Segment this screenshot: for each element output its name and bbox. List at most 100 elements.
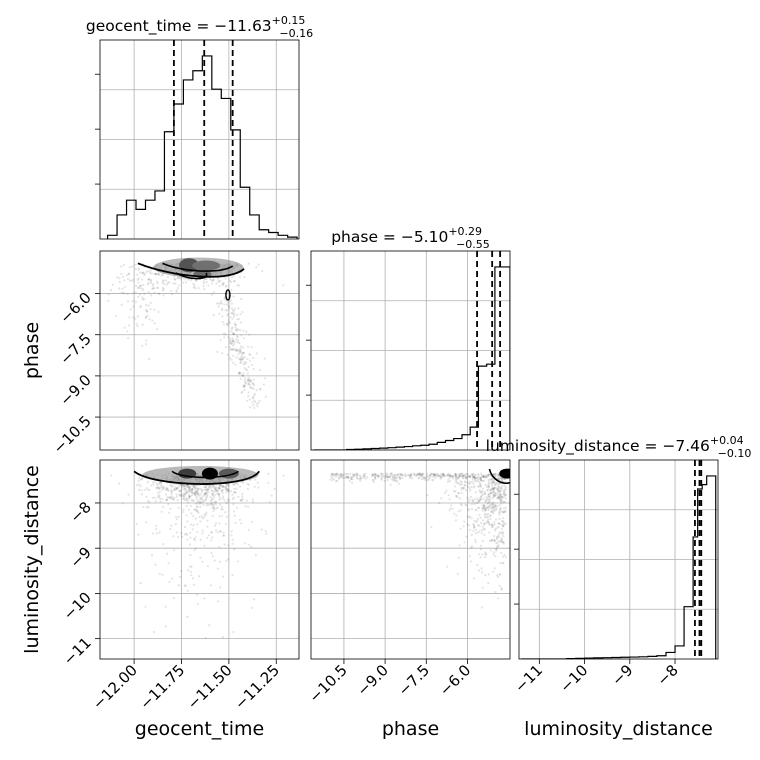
sample-point: [504, 497, 507, 500]
sample-point: [447, 494, 450, 497]
sample-point: [220, 514, 223, 517]
sample-point: [502, 517, 505, 520]
sample-point: [141, 344, 144, 347]
sample-point: [490, 488, 493, 491]
sample-point: [252, 368, 255, 371]
sample-point: [487, 473, 490, 476]
sample-point: [355, 473, 358, 476]
sample-point: [479, 477, 482, 480]
sample-point: [475, 509, 478, 512]
sample-point: [498, 511, 501, 515]
sample-point: [490, 497, 494, 500]
sample-point: [205, 492, 208, 495]
sample-point: [487, 488, 490, 491]
sample-point: [185, 532, 188, 535]
sample-point: [243, 379, 246, 382]
sample-point: [129, 308, 132, 311]
sample-point: [433, 475, 436, 478]
sample-point: [177, 535, 180, 538]
sample-point: [488, 522, 491, 525]
sample-point: [212, 291, 216, 294]
sample-point: [141, 476, 144, 480]
sample-point: [109, 289, 113, 292]
sample-point: [488, 495, 491, 498]
sample-point: [486, 507, 490, 510]
sample-point: [386, 475, 389, 478]
sample-point: [175, 488, 178, 491]
sample-point: [145, 310, 149, 313]
sample-point: [218, 483, 221, 487]
sample-point: [118, 277, 121, 280]
sample-point: [192, 537, 196, 541]
sample-point: [164, 493, 167, 496]
sample-point: [214, 488, 217, 491]
sample-point: [218, 492, 221, 496]
sample-point: [247, 483, 250, 486]
sample-point: [180, 570, 183, 573]
sample-point: [166, 495, 169, 499]
sample-point: [191, 491, 194, 494]
sample-point: [476, 477, 479, 480]
sample-point: [161, 289, 164, 292]
sample-point: [472, 473, 475, 476]
sample-point: [256, 481, 259, 484]
sample-point: [241, 492, 244, 496]
sample-point: [214, 501, 217, 504]
sample-point: [504, 511, 507, 514]
sample-point: [454, 476, 457, 479]
sample-point: [489, 489, 492, 492]
sample-point: [186, 520, 189, 523]
sample-point: [215, 302, 218, 305]
sample-point: [490, 478, 493, 481]
sample-point: [121, 502, 124, 505]
sample-point: [471, 473, 474, 476]
sample-point: [432, 472, 435, 475]
sample-point: [497, 525, 500, 529]
sample-point: [161, 498, 164, 501]
sample-point: [145, 270, 148, 273]
sample-point: [232, 309, 235, 312]
sample-point: [208, 486, 211, 489]
sample-point: [282, 284, 285, 287]
sample-point: [236, 313, 239, 316]
sample-point: [232, 342, 236, 345]
sample-point: [502, 535, 505, 538]
sample-point: [333, 473, 336, 476]
sample-point: [486, 497, 489, 500]
sample-point: [494, 555, 497, 558]
sample-point: [497, 544, 500, 547]
sample-point: [221, 485, 224, 488]
sample-point: [362, 475, 365, 478]
sample-point: [210, 531, 213, 534]
sample-point: [352, 475, 355, 478]
sample-point: [210, 531, 213, 534]
sample-point: [464, 473, 468, 476]
sample-point: [157, 286, 160, 289]
sample-point: [488, 498, 491, 501]
sample-point: [157, 496, 160, 499]
sample-point: [241, 495, 244, 498]
sample-point: [457, 492, 460, 495]
sample-point: [487, 474, 490, 477]
sample-point: [503, 500, 506, 503]
sample-point: [480, 476, 483, 479]
sample-point: [243, 361, 246, 364]
sample-point: [408, 475, 411, 478]
sample-point: [244, 384, 247, 387]
sample-point: [211, 279, 214, 283]
sample-point: [157, 273, 160, 276]
sample-point: [145, 521, 148, 524]
sample-point: [227, 488, 230, 491]
sample-point: [481, 487, 484, 490]
sample-point: [452, 490, 456, 493]
sample-point: [188, 488, 191, 491]
sample-point: [417, 472, 420, 475]
sample-point: [244, 505, 247, 508]
sample-point: [482, 506, 485, 510]
sample-point: [248, 378, 251, 381]
sample-point: [202, 494, 205, 497]
sample-point: [371, 475, 374, 478]
sample-point: [492, 473, 496, 476]
sample-point: [202, 503, 205, 506]
sample-point: [229, 348, 232, 351]
